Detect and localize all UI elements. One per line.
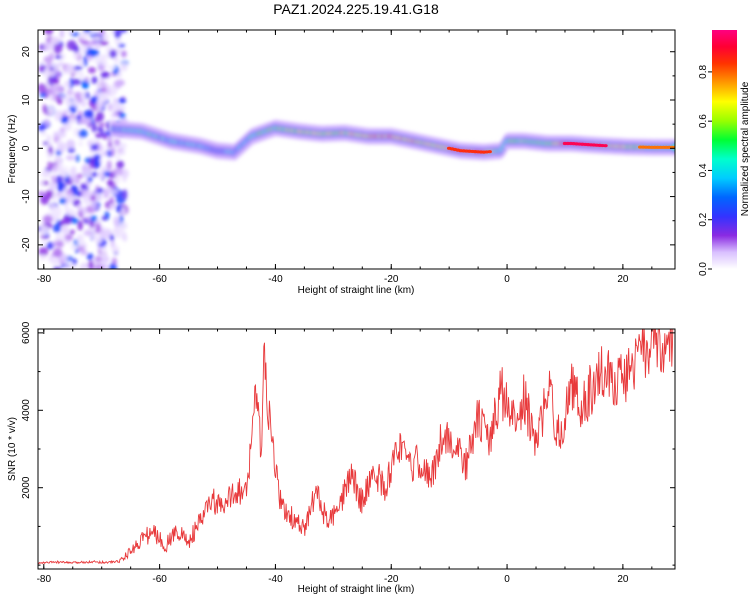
x-tick-label: -80 [37,574,52,585]
x-tick-label: -40 [268,274,283,285]
x-tick-label: 0 [504,574,510,585]
x-tick-label: -20 [384,274,399,285]
figure-title: PAZ1.2024.225.19.41.G18 [273,1,439,17]
colorbar-gradient [712,30,737,269]
x-tick-label: -20 [384,574,399,585]
y-tick-label: 6000 [21,321,32,344]
y-tick-label: 20 [21,46,32,58]
y-tick-label: 2000 [21,476,32,499]
snr-panel: -80 -60 -40 -20 0 20 2000 4000 6000 Height of s… [7,321,676,595]
y-tick-label: 0 [21,145,32,151]
colorbar-ticks: 0.0 0.2 0.4 0.6 0.8 [698,64,712,276]
x-tick-label: -80 [37,274,52,285]
x-tick-label: -60 [152,274,167,285]
snr-series-line [38,329,674,565]
spectrogram-frame [37,29,676,270]
y-tick-label: 10 [21,94,32,106]
snr-y-ticks: 2000 4000 6000 [21,321,675,566]
x-tick-label: -60 [152,574,167,585]
snr-x-ticks: -80 -60 -40 -20 0 20 [37,329,653,585]
snr-y-label: SNR (10 * v/v) [7,417,18,481]
y-tick-label: -20 [21,237,32,252]
spectrogram-panel: -80 -60 -40 -20 0 20 -20 -10 0 10 20 Height of st… [7,29,676,296]
colorbar-tick-label: 0.2 [698,212,709,226]
spectrogram-heatmap [38,30,675,269]
heatmap-noise-region [38,30,129,269]
y-tick-label: 4000 [21,399,32,422]
colorbar-tick-label: 0.4 [698,163,709,177]
colorbar-tick-label: 0.6 [698,114,709,128]
colorbar: 0.0 0.2 0.4 0.6 0.8 Normalized spectral ampl… [698,30,750,276]
spectrogram-x-label: Height of straight line (km) [298,285,415,296]
colorbar-label: Normalized spectral amplitude [740,81,750,216]
colorbar-tick-label: 0.0 [698,262,709,276]
x-tick-label: 20 [617,274,629,285]
y-tick-label: -10 [21,189,32,204]
spectrogram-x-ticks: -80 -60 -40 -20 0 20 [37,30,653,285]
x-tick-label: 0 [504,274,510,285]
spectrogram-y-label: Frequency (Hz) [7,115,18,184]
colorbar-tick-label: 0.8 [698,64,709,78]
x-tick-label: 20 [617,574,629,585]
snr-x-label: Height of straight line (km) [298,584,415,595]
x-tick-label: -40 [268,574,283,585]
spectrogram-y-ticks: -20 -10 0 10 20 [21,46,675,270]
